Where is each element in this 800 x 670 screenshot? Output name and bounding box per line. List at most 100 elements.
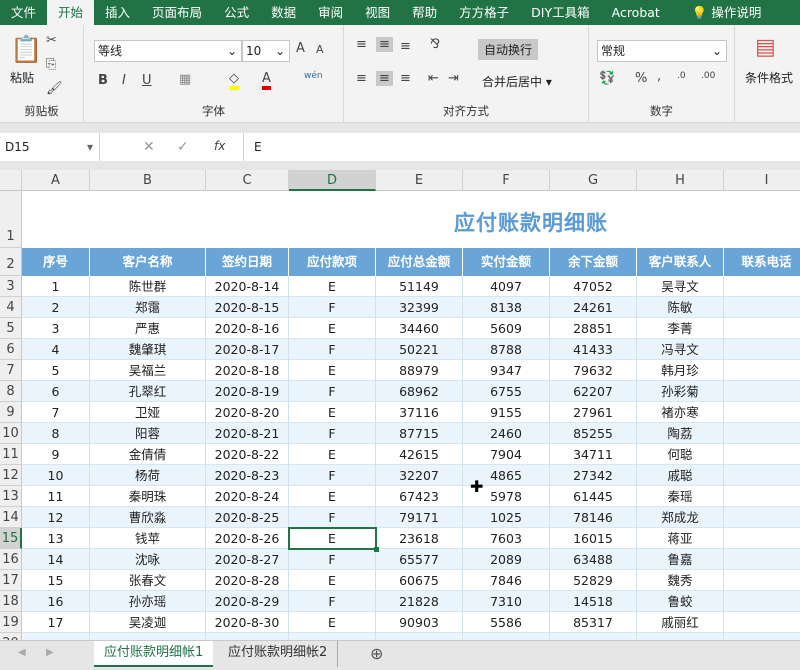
table-cell[interactable]: 2020-8-19 — [206, 381, 289, 402]
cancel-icon[interactable]: ✕ — [143, 139, 155, 155]
table-cell[interactable]: 严惠 — [90, 318, 206, 339]
table-cell[interactable]: 4097 — [463, 276, 550, 297]
table-cell[interactable]: 4 — [22, 339, 90, 360]
row-header[interactable]: 14 — [0, 507, 22, 528]
table-cell[interactable]: 曹欣淼 — [90, 507, 206, 528]
table-cell[interactable]: 2020-8-27 — [206, 549, 289, 570]
paste-icon[interactable]: 📋 — [10, 35, 43, 65]
table-cell[interactable]: 2020-8-17 — [206, 339, 289, 360]
table-cell[interactable]: 2020-8-29 — [206, 591, 289, 612]
format-painter-icon[interactable]: 🖌 — [46, 81, 63, 96]
font-name-select[interactable]: 等线 ⌄ — [94, 40, 242, 62]
name-box[interactable]: D15 ▾ — [0, 133, 100, 161]
table-cell[interactable]: 7310 — [463, 591, 550, 612]
table-cell[interactable]: 7603 — [463, 528, 550, 549]
column-header-f[interactable]: F — [463, 170, 550, 191]
table-cell[interactable]: 张春文 — [90, 570, 206, 591]
row-header[interactable]: 18 — [0, 591, 22, 612]
table-cell[interactable]: 孙彩菊 — [637, 381, 724, 402]
table-cell[interactable]: 2020-8-15 — [206, 297, 289, 318]
row-header[interactable]: 11 — [0, 444, 22, 465]
table-cell[interactable]: 2020-8-30 — [206, 612, 289, 633]
table-cell[interactable]: 吴凌迦 — [90, 612, 206, 633]
table-cell[interactable]: F — [289, 507, 376, 528]
scroll-left-icon[interactable]: ◀ — [18, 647, 26, 658]
table-cell[interactable]: F — [289, 381, 376, 402]
ribbon-tab[interactable]: 帮助 — [412, 5, 438, 20]
table-cell[interactable]: E — [289, 318, 376, 339]
row-header[interactable]: 5 — [0, 318, 22, 339]
row-header[interactable]: 16 — [0, 549, 22, 570]
increase-font-icon[interactable]: A — [296, 41, 305, 56]
sheet-tab-2[interactable]: 应付账款明细帐2 — [218, 641, 339, 667]
table-cell[interactable]: 14 — [22, 549, 90, 570]
column-header-b[interactable]: B — [90, 170, 206, 191]
comma-icon[interactable]: , — [657, 69, 662, 84]
align-right-icon[interactable]: ≡ — [400, 71, 411, 86]
table-cell[interactable]: 陶荔 — [637, 423, 724, 444]
table-cell[interactable]: 秦瑶 — [637, 486, 724, 507]
align-center-icon[interactable]: ≡ — [376, 71, 393, 86]
table-cell[interactable]: 9347 — [463, 360, 550, 381]
row-header[interactable]: 19 — [0, 612, 22, 633]
table-cell[interactable]: 16 — [22, 591, 90, 612]
table-cell[interactable]: 5978 — [463, 486, 550, 507]
table-cell[interactable]: 金倩倩 — [90, 444, 206, 465]
table-cell[interactable]: E — [289, 486, 376, 507]
table-cell[interactable]: 5 — [22, 360, 90, 381]
table-cell[interactable]: 68962 — [376, 381, 463, 402]
table-cell[interactable]: 6 — [22, 381, 90, 402]
increase-indent-icon[interactable]: ⇥ — [448, 71, 459, 86]
table-cell[interactable] — [376, 633, 463, 640]
table-cell[interactable]: 秦明珠 — [90, 486, 206, 507]
table-cell[interactable]: 何聪 — [637, 444, 724, 465]
table-cell[interactable]: 褚亦寒 — [637, 402, 724, 423]
table-cell[interactable] — [724, 444, 800, 465]
table-cell[interactable]: 47052 — [550, 276, 637, 297]
ribbon-tab[interactable]: 数据 — [271, 5, 297, 20]
row-header[interactable]: 1 — [0, 191, 22, 248]
align-middle-icon[interactable]: ≡ — [376, 37, 393, 52]
scroll-right-icon[interactable]: ▶ — [46, 647, 54, 658]
table-cell[interactable]: E — [289, 402, 376, 423]
table-cell[interactable]: 2020-8-26 — [206, 528, 289, 549]
table-cell[interactable]: 8788 — [463, 339, 550, 360]
table-cell[interactable]: 1 — [22, 276, 90, 297]
table-cell[interactable]: 34711 — [550, 444, 637, 465]
table-cell[interactable]: 2020-8-25 — [206, 507, 289, 528]
table-cell[interactable] — [724, 633, 800, 640]
ribbon-tab[interactable]: DIY工具箱 — [531, 5, 590, 20]
table-cell[interactable]: 郑成龙 — [637, 507, 724, 528]
table-cell[interactable]: 2020-8-18 — [206, 360, 289, 381]
table-cell[interactable] — [724, 381, 800, 402]
select-all-corner[interactable] — [0, 170, 22, 191]
table-cell[interactable] — [637, 633, 724, 640]
font-size-select[interactable]: 10 ⌄ — [242, 40, 290, 62]
table-cell[interactable]: 6755 — [463, 381, 550, 402]
row-header[interactable]: 6 — [0, 339, 22, 360]
table-cell[interactable]: 23618 — [376, 528, 463, 549]
enter-icon[interactable]: ✓ — [177, 139, 189, 155]
table-cell[interactable]: 2020-8-28 — [206, 570, 289, 591]
table-cell[interactable]: 32207 — [376, 465, 463, 486]
align-bottom-icon[interactable]: ≡ — [400, 39, 411, 54]
table-cell[interactable]: 李菁 — [637, 318, 724, 339]
column-header-c[interactable]: C — [206, 170, 289, 191]
border-icon[interactable]: ▦ — [179, 72, 192, 87]
table-cell[interactable]: E — [289, 276, 376, 297]
align-left-icon[interactable]: ≡ — [356, 71, 367, 86]
insert-function-icon[interactable]: fx — [214, 139, 226, 153]
font-color-icon[interactable]: A — [262, 71, 271, 90]
table-cell[interactable]: 韩月珍 — [637, 360, 724, 381]
table-cell[interactable]: 78146 — [550, 507, 637, 528]
table-cell[interactable]: 60675 — [376, 570, 463, 591]
table-cell[interactable]: 34460 — [376, 318, 463, 339]
table-cell[interactable]: 孙亦瑶 — [90, 591, 206, 612]
table-cell[interactable]: 戚聪 — [637, 465, 724, 486]
table-cell[interactable] — [724, 507, 800, 528]
table-cell[interactable]: 钱苹 — [90, 528, 206, 549]
table-cell[interactable]: 1025 — [463, 507, 550, 528]
table-cell[interactable]: 2 — [22, 297, 90, 318]
table-cell[interactable] — [724, 486, 800, 507]
table-cell[interactable] — [90, 633, 206, 640]
